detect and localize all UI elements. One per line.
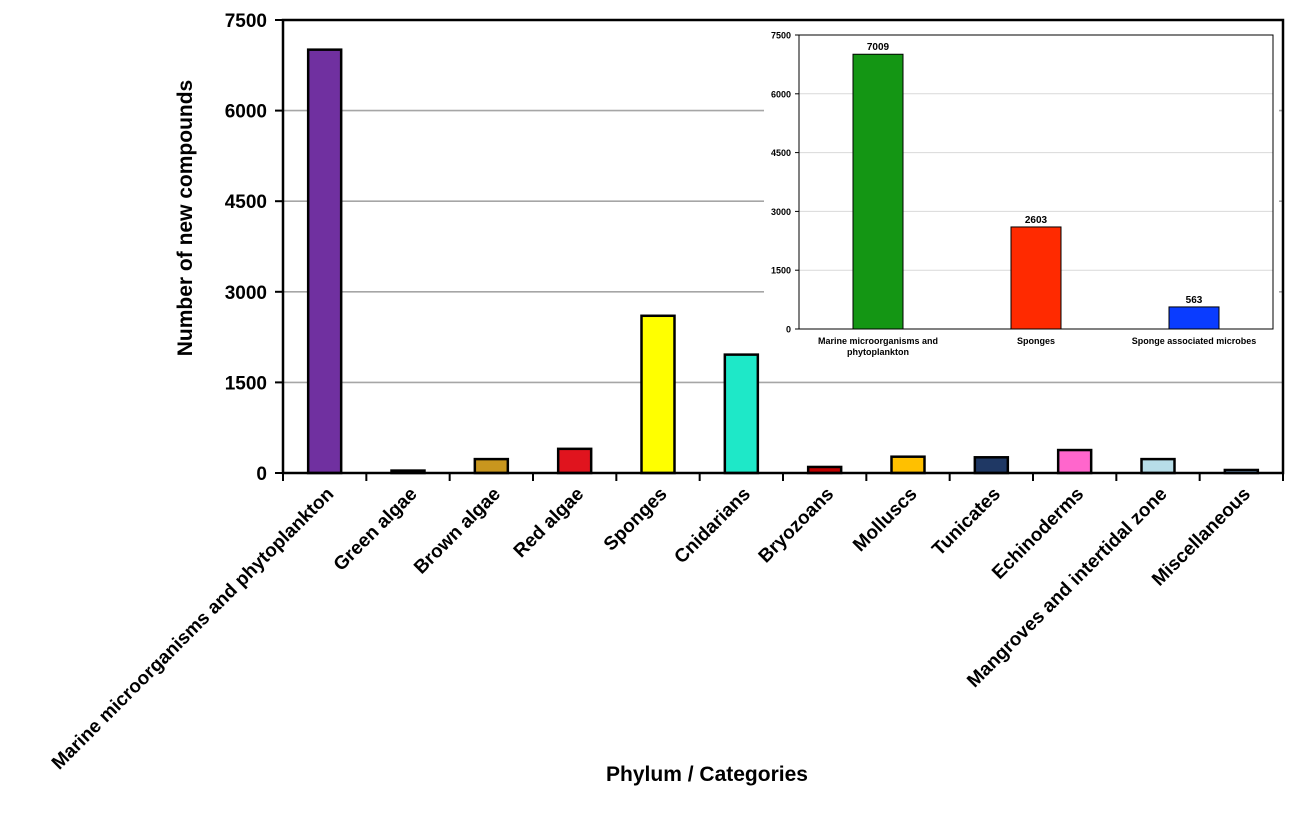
main-x-tick-label: Green algae: [330, 484, 422, 576]
main-x-tick-label: Sponges: [600, 484, 672, 556]
inset-chart: 0 1500 3000 4500 6000 7500 7009 2603 563 Marine m…: [764, 30, 1279, 370]
inset-x-tick-label: Marine microorganisms and: [818, 336, 938, 346]
main-y-tick-label: 0: [256, 464, 267, 485]
main-x-tick-label: Red algae: [510, 484, 588, 562]
inset-bar-3: [1168, 306, 1220, 330]
inset-x-tick-label: phytoplankton: [847, 347, 909, 357]
inset-y-tick-label: 6000: [771, 89, 791, 99]
main-bar-5: [640, 314, 676, 475]
main-y-axis-title: Number of new compounds: [174, 80, 197, 357]
main-x-tick-label: Marine microorganisms and phytoplankton: [48, 484, 338, 774]
main-x-tick-label: Brown algae: [410, 484, 505, 579]
inset-bar-2: [1010, 226, 1062, 330]
main-bar-4: [556, 447, 593, 475]
inset-y-tick-label: 1500: [771, 266, 791, 276]
main-x-tick-label: Tunicates: [928, 484, 1005, 561]
inset-plot-frame: [798, 34, 1274, 330]
main-plot-frame: [281, 18, 1285, 475]
main-y-tick-label: 7500: [225, 11, 267, 32]
main-y-tick-label: 1500: [225, 373, 267, 394]
inset-y-tick-label: 0: [786, 325, 791, 335]
inset-x-tick-label: Sponge associated microbes: [1132, 336, 1257, 346]
inset-y-tick-label: 4500: [771, 148, 791, 158]
main-bar-8: [890, 455, 926, 475]
main-bar-11: [1140, 457, 1176, 475]
main-bar-1: [306, 48, 343, 475]
inset-y-tick-label: 3000: [771, 207, 791, 217]
main-y-tick-label: 4500: [225, 192, 267, 213]
main-bar-10: [1056, 448, 1093, 475]
inset-data-label: 2603: [1025, 215, 1048, 226]
main-bar-3: [473, 457, 510, 475]
main-x-tick-label: Cnidarians: [671, 484, 755, 568]
main-x-tick-label: Molluscs: [849, 484, 921, 556]
inset-bar-1: [852, 53, 904, 330]
main-bar-6: [723, 353, 760, 475]
inset-data-label: 7009: [867, 42, 890, 53]
inset-data-label: 563: [1186, 295, 1203, 306]
main-bar-9: [973, 456, 1010, 475]
inset-x-tick-label: Sponges: [1017, 336, 1055, 346]
main-x-axis-title: Phylum / Categories: [606, 763, 808, 786]
main-y-tick-label: 6000: [225, 102, 267, 123]
inset-y-tick-label: 7500: [771, 31, 791, 41]
main-x-tick-label: Bryozoans: [755, 484, 839, 568]
main-y-tick-label: 3000: [225, 283, 267, 304]
